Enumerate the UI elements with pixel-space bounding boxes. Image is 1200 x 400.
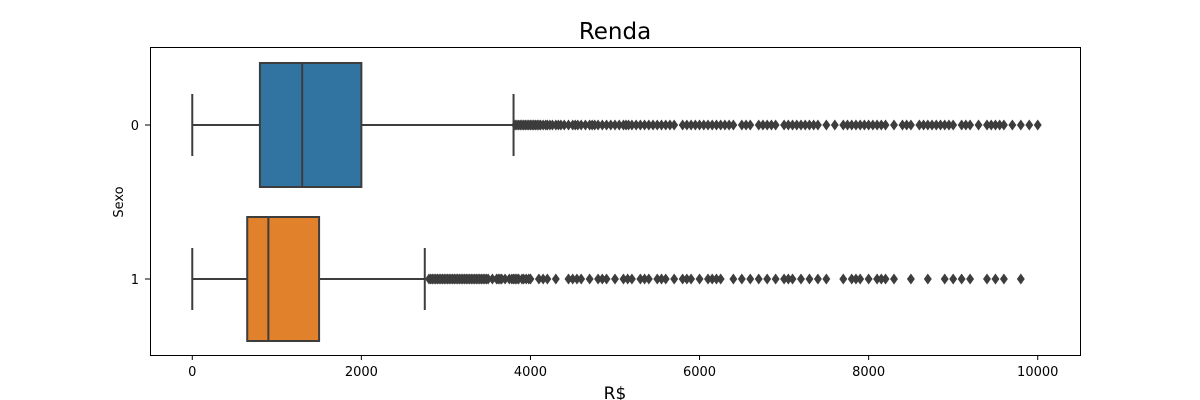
outlier-point [881,273,890,285]
outlier-point [890,119,898,131]
outlier-point [797,273,805,285]
outlier-point [754,273,763,285]
x-tick-label: 2000 [345,365,378,380]
outlier-point [526,273,535,285]
x-tick-label: 4000 [514,365,547,380]
outlier-point [906,273,915,285]
outlier-point [771,273,780,285]
outlier-point [999,273,1008,285]
chart-title: Renda [579,19,651,45]
x-axis: 0 2000 4000 6000 8000 10000 [188,355,1058,380]
outlier-point [746,273,755,285]
outlier-point [687,273,696,285]
outlier-point [543,273,552,285]
outlier-point [611,273,619,285]
outlier-point [822,273,831,285]
x-tick-label: 10000 [1017,365,1058,380]
outlier-point [974,119,983,131]
outlier-point [551,273,560,285]
outliers [425,273,1025,285]
outliers [511,119,1042,131]
outlier-point [729,273,738,285]
x-tick-label: 8000 [852,365,885,380]
outlier-point [695,273,704,285]
outlier-point [670,119,679,131]
outlier-point [788,273,797,285]
outlier-point [585,273,594,285]
box-group-sexo-0 [191,62,1042,188]
outlier-point [602,273,611,285]
y-tick-label: 1 [131,273,139,288]
outlier-point [1025,119,1034,131]
outlier-point [771,119,780,131]
box-group-sexo-1 [191,216,1025,342]
outlier-point [966,119,975,131]
y-tick-label: 0 [131,119,139,134]
outlier-point [1016,119,1025,131]
x-tick-label: 6000 [683,365,716,380]
outlier-point [999,119,1008,131]
outlier-point [940,273,949,285]
outlier-point [729,119,738,131]
x-tick-label: 0 [188,365,196,380]
outlier-point [763,273,772,285]
outlier-point [890,273,898,285]
outlier-point [577,273,586,285]
outlier-point [805,273,814,285]
outlier-point [627,273,636,285]
outlier-point [746,119,755,131]
y-axis: 01 [131,119,150,288]
outlier-point [923,273,932,285]
outlier-point [661,273,670,285]
outlier-point [881,119,890,131]
outlier-point [716,273,725,285]
plot-area [191,62,1042,342]
outlier-point [864,273,873,285]
outlier-point [1008,119,1017,131]
outlier-point [949,273,958,285]
outlier-point [957,273,966,285]
outlier-point [856,273,865,285]
outlier-point [830,119,839,131]
outlier-point [737,273,746,285]
outlier-point [966,273,975,285]
iqr-box [258,62,363,188]
outlier-point [1033,119,1042,131]
outlier-point [670,273,679,285]
iqr-box [246,216,321,342]
y-axis-label: Sexo [112,186,127,217]
outlier-point [839,273,848,285]
x-axis-label: R$ [604,384,627,400]
outlier-point [813,273,822,285]
outlier-point [822,119,831,131]
outlier-point [949,119,958,131]
outlier-point [644,273,653,285]
outlier-point [813,119,822,131]
outlier-point [983,273,991,285]
outlier-point [991,273,1000,285]
outlier-point [906,119,915,131]
axes-frame [150,47,1081,356]
outlier-point [1016,273,1025,285]
